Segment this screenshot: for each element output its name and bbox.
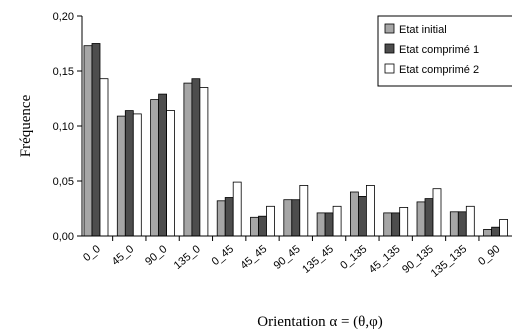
bar-90-0-series-2: [158, 93, 168, 237]
x-tick-label: 135_135: [429, 243, 470, 280]
x-tick-label: 0_0: [81, 243, 103, 264]
bar-0-45-series-1: [216, 200, 226, 237]
x-tick-label: 0_90: [476, 243, 502, 268]
x-tick-label: 0_135: [338, 243, 369, 272]
bar-0-45-series-2: [224, 197, 234, 237]
x-tick-label: 90_0: [143, 243, 169, 268]
y-tick-label: 0,05: [53, 176, 74, 188]
bar-0-90-series-3: [499, 219, 509, 237]
legend-label-3: Etat comprimé 2: [399, 64, 479, 76]
bar-45-0-series-1: [116, 115, 126, 237]
x-tick-label: 135_45: [300, 243, 336, 276]
bar-45-45-series-2: [258, 215, 267, 237]
bar-0-135-series-2: [357, 195, 367, 237]
bar-45-45-series-3: [266, 205, 275, 237]
bar-90-45-series-2: [291, 199, 301, 237]
bar-135-45-series-1: [316, 212, 326, 237]
legend-box: [377, 15, 512, 87]
bar-90-0-series-1: [150, 99, 160, 237]
bar-0-0-series-1: [83, 45, 93, 237]
x-tick-label: 45_135: [367, 243, 403, 276]
bar-135-0-series-1: [183, 82, 193, 237]
bar-90-0-series-3: [166, 110, 176, 237]
bar-90-135-series-3: [432, 188, 442, 237]
bar-90-135-series-1: [416, 201, 426, 237]
bar-0-0-series-3: [99, 78, 109, 237]
x-tick-label: 90_45: [272, 243, 303, 272]
bar-135-135-series-1: [449, 211, 459, 237]
bar-0-135-series-1: [349, 191, 359, 237]
bar-45-0-series-3: [132, 113, 142, 237]
bar-45-135-series-1: [383, 212, 393, 237]
bar-90-45-series-1: [283, 199, 293, 237]
bar-135-0-series-3: [199, 87, 209, 237]
bar-45-0-series-2: [124, 110, 134, 237]
bar-0-135-series-3: [365, 184, 375, 237]
bar-45-135-series-2: [391, 212, 401, 237]
bar-0-90-series-1: [483, 228, 493, 237]
bar-0-0-series-2: [91, 43, 101, 237]
y-tick-label: 0,10: [53, 121, 74, 133]
legend-swatch-3: [384, 63, 395, 74]
bar-135-0-series-2: [191, 78, 201, 237]
bar-45-45-series-1: [250, 216, 259, 237]
x-tick-label: 45_0: [110, 243, 136, 268]
bar-0-90-series-2: [491, 226, 501, 237]
x-tick-label: 0_45: [210, 243, 236, 268]
x-tick-label: 135_0: [172, 243, 203, 272]
bar-0-45-series-3: [232, 181, 242, 237]
bars-group: [83, 43, 509, 237]
bar-45-135-series-3: [399, 206, 409, 237]
y-axis-title: Fréquence: [18, 94, 34, 157]
bar-135-45-series-2: [324, 212, 334, 237]
bar-135-135-series-3: [465, 205, 475, 237]
legend: Etat initial Etat comprimé 1 Etat comprimé…: [377, 15, 512, 87]
bar-135-45-series-3: [332, 205, 342, 237]
bar-90-135-series-2: [424, 198, 434, 237]
bar-90-45-series-3: [299, 184, 309, 237]
x-axis-title: Orientation α = (θ,φ): [257, 314, 382, 330]
x-tick-label: 45_45: [238, 243, 269, 272]
legend-label-1: Etat initial: [399, 24, 447, 36]
legend-label-2: Etat comprimé 1: [399, 44, 479, 56]
legend-swatch-2: [384, 43, 395, 54]
y-tick-label: 0,15: [53, 66, 74, 78]
y-tick-label: 0,20: [53, 11, 74, 23]
y-ticks-group: 0,00 0,05 0,10 0,15 0,20: [53, 11, 82, 243]
y-tick-label: 0,00: [53, 231, 74, 243]
legend-swatch-1: [384, 23, 395, 34]
bar-135-135-series-2: [457, 211, 467, 237]
